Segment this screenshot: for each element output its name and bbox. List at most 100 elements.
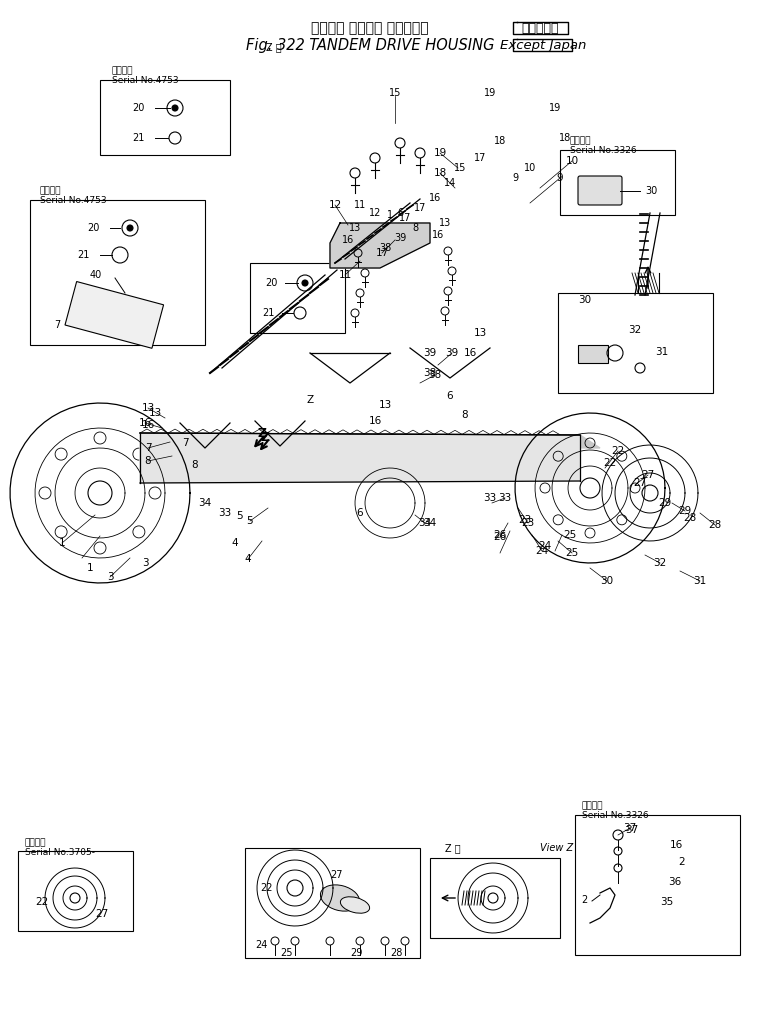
- Text: Serial No.3326-: Serial No.3326-: [570, 146, 640, 155]
- Bar: [575, 815, 740, 955]
- Text: 1: 1: [59, 538, 65, 548]
- Text: 4: 4: [232, 538, 239, 548]
- Bar: [558, 293, 713, 393]
- Text: 16: 16: [142, 420, 155, 430]
- Text: Z 矢: Z 矢: [445, 843, 461, 853]
- Text: 8: 8: [192, 460, 198, 470]
- Text: 26: 26: [493, 532, 506, 542]
- Text: 12: 12: [369, 208, 381, 218]
- Text: 27: 27: [641, 470, 655, 480]
- Text: 28: 28: [390, 948, 402, 958]
- Text: 13: 13: [349, 223, 361, 233]
- Text: 39: 39: [445, 348, 459, 358]
- Text: 11: 11: [354, 200, 366, 210]
- Text: 6: 6: [447, 391, 454, 401]
- Circle shape: [88, 481, 112, 505]
- Text: Except Japan: Except Japan: [500, 38, 586, 52]
- Text: 22: 22: [35, 897, 48, 907]
- Text: タンデム ドライブ ハウジング: タンデム ドライブ ハウジング: [311, 21, 429, 35]
- Text: 22: 22: [604, 458, 617, 468]
- Text: 38: 38: [423, 368, 437, 378]
- Text: 適用号機: 適用号機: [112, 66, 134, 75]
- Text: 37: 37: [623, 823, 636, 833]
- Text: Fig. 322 TANDEM DRIVE HOUSING: Fig. 322 TANDEM DRIVE HOUSING: [246, 37, 494, 53]
- Text: 39: 39: [394, 233, 406, 243]
- Text: View Z: View Z: [540, 843, 573, 853]
- Text: 34: 34: [198, 498, 212, 508]
- Bar: [18, 851, 133, 931]
- Text: 29: 29: [679, 506, 692, 516]
- Bar: [560, 150, 675, 215]
- Text: 9: 9: [557, 173, 563, 183]
- Text: 11: 11: [338, 270, 352, 280]
- Text: 21: 21: [77, 250, 90, 260]
- Circle shape: [127, 225, 133, 231]
- Circle shape: [580, 478, 600, 498]
- Text: 28: 28: [708, 520, 721, 530]
- Text: 10: 10: [565, 156, 578, 166]
- Text: 21: 21: [262, 308, 275, 318]
- Text: Z: Z: [307, 395, 314, 405]
- Text: 13: 13: [474, 328, 487, 338]
- Text: 27: 27: [95, 909, 109, 919]
- Bar: [100, 80, 230, 155]
- Polygon shape: [140, 433, 580, 483]
- Text: 8: 8: [412, 223, 418, 233]
- Bar: [578, 345, 608, 363]
- Text: 23: 23: [522, 518, 535, 528]
- Text: 40: 40: [90, 270, 102, 280]
- Text: 海　外　向: 海 外 向: [521, 21, 558, 34]
- Text: 適用号機: 適用号機: [25, 838, 47, 847]
- Text: 6: 6: [397, 208, 403, 218]
- Text: Serial No.4753-: Serial No.4753-: [112, 76, 182, 85]
- Text: 13: 13: [148, 408, 161, 418]
- Text: 7: 7: [181, 438, 188, 448]
- Text: 30: 30: [578, 295, 591, 305]
- Text: 16: 16: [429, 193, 441, 203]
- Text: 2: 2: [678, 857, 685, 867]
- Text: 29: 29: [659, 498, 672, 508]
- Text: 14: 14: [444, 178, 456, 188]
- Text: 7: 7: [145, 443, 151, 453]
- Text: 18: 18: [559, 133, 571, 143]
- Text: 35: 35: [660, 897, 673, 907]
- Text: 25: 25: [280, 948, 292, 958]
- Text: 37: 37: [625, 825, 638, 835]
- Text: 3: 3: [106, 572, 113, 582]
- Text: 33: 33: [218, 508, 232, 518]
- Text: 4: 4: [245, 554, 252, 564]
- Text: 24: 24: [539, 541, 552, 551]
- Text: 16: 16: [342, 235, 354, 245]
- Text: 32: 32: [628, 325, 641, 335]
- Text: 1: 1: [387, 210, 393, 220]
- Text: 16: 16: [138, 418, 151, 428]
- Bar: [65, 282, 164, 348]
- Text: 16: 16: [464, 348, 477, 358]
- Text: Serial No.4753-: Serial No.4753-: [40, 196, 110, 205]
- Text: 8: 8: [462, 410, 468, 420]
- Text: 10: 10: [524, 163, 536, 173]
- Text: 29: 29: [350, 948, 363, 958]
- Text: 23: 23: [519, 515, 532, 525]
- Text: 24: 24: [536, 546, 549, 556]
- Polygon shape: [140, 433, 600, 448]
- Text: 16: 16: [432, 230, 444, 240]
- Text: 36: 36: [668, 877, 682, 887]
- Text: 8: 8: [145, 456, 151, 466]
- Text: Serial No.3705-: Serial No.3705-: [25, 848, 95, 857]
- Text: 34: 34: [423, 518, 437, 528]
- Text: 31: 31: [655, 347, 669, 357]
- Text: 17: 17: [399, 213, 411, 223]
- Text: 20: 20: [132, 103, 145, 113]
- Text: 39: 39: [423, 348, 437, 358]
- Text: 1: 1: [86, 563, 93, 573]
- Text: 15: 15: [454, 163, 466, 173]
- Text: 22: 22: [260, 883, 272, 893]
- Text: 19: 19: [549, 103, 561, 113]
- Text: 5: 5: [236, 511, 243, 521]
- Text: 26: 26: [493, 530, 506, 540]
- Text: 20: 20: [265, 278, 278, 288]
- Text: 21: 21: [132, 133, 145, 143]
- Text: 34: 34: [418, 518, 431, 528]
- Circle shape: [302, 280, 308, 286]
